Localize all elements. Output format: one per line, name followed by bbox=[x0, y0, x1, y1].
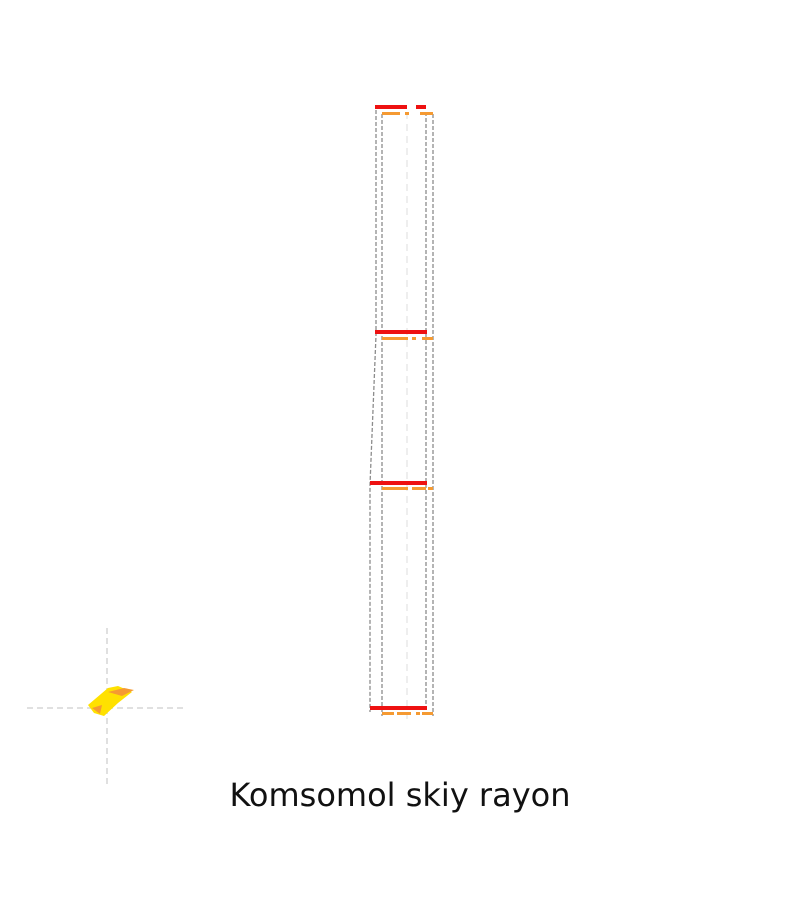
hatch-band-1 bbox=[375, 105, 433, 115]
hatch-band-3 bbox=[370, 481, 433, 490]
map-title: Komsomol skiy rayon bbox=[229, 776, 571, 814]
hatch-band-2 bbox=[375, 330, 433, 340]
locator-region-highlight bbox=[88, 686, 134, 716]
inset-locator bbox=[27, 628, 187, 788]
outline-left-edge bbox=[369, 110, 377, 712]
hatch-band-4 bbox=[370, 706, 433, 715]
district-outline bbox=[369, 110, 434, 716]
